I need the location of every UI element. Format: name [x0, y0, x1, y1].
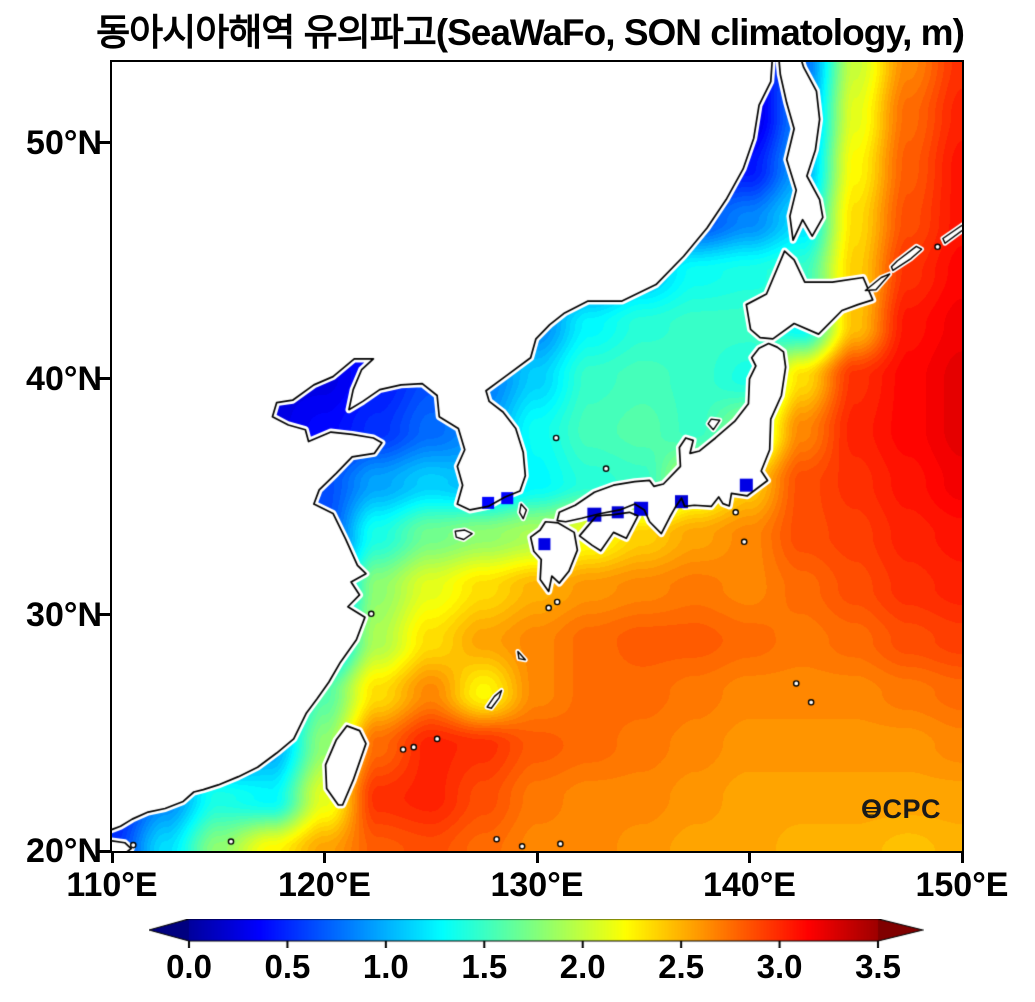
x-tick-mark — [323, 852, 326, 863]
x-tick-mark — [535, 852, 539, 863]
ocpc-logo: OCPC — [861, 794, 941, 824]
x-tick-label: 120°E — [277, 866, 371, 904]
y-tick-label: 50°N — [26, 123, 102, 162]
colorbar-tick-label: 3.0 — [756, 948, 803, 985]
colorbar-tick-label: 3.5 — [855, 948, 901, 985]
y-tick-mark — [98, 613, 111, 617]
y-tick-label: 40°N — [26, 359, 102, 398]
figure-title: 동아시아해역 유의파고(SeaWaFo, SON climatology, m) — [96, 12, 965, 53]
y-tick-mark — [98, 377, 111, 381]
y-tick-mark — [98, 849, 111, 853]
colorbar-tick-label: 1.0 — [362, 948, 409, 985]
colorbar-tick-label: 2.0 — [559, 948, 606, 985]
colorbar-tick-label: 0.5 — [264, 948, 311, 985]
x-tick-label: 150°E — [915, 866, 1009, 904]
colorbar-tick-label: 0.0 — [166, 948, 212, 985]
colorbar-tick-label: 2.5 — [658, 948, 705, 985]
ocpc-logo-text: CPC — [882, 794, 942, 824]
y-tick-label: 30°N — [26, 595, 102, 634]
y-tick-mark — [98, 141, 111, 145]
colorbar-canvas — [149, 919, 924, 948]
x-tick-label: 140°E — [702, 866, 796, 904]
y-tick-label: 20°N — [26, 832, 102, 870]
x-tick-mark — [960, 852, 964, 863]
map-canvas — [112, 62, 962, 851]
x-tick-label: 110°E — [66, 866, 158, 904]
x-tick-label: 130°E — [490, 866, 584, 904]
x-tick-mark — [748, 852, 751, 863]
colorbar-tick-label: 1.5 — [461, 948, 508, 985]
logo-wave-lines — [864, 807, 879, 815]
x-tick-mark — [110, 852, 114, 863]
